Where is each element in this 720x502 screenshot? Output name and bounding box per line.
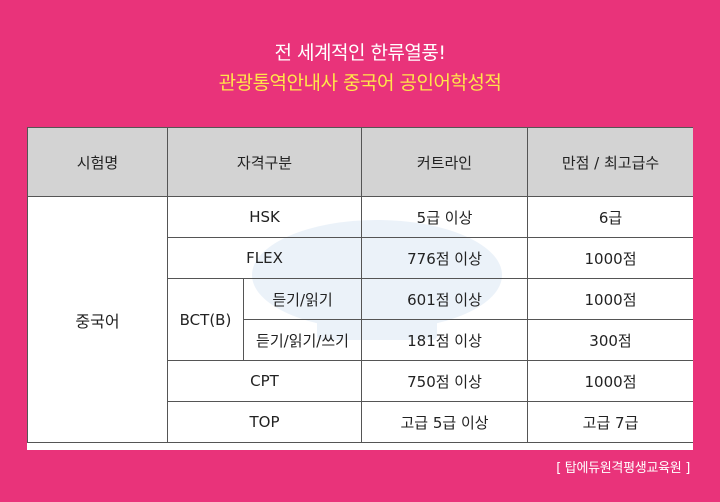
header-qualification-type: 자격구분 xyxy=(166,127,363,197)
table-header-row: 시험명 자격구분 커트라인 만점 / 최고급수 xyxy=(27,127,693,197)
cutline-cell: 776점 이상 xyxy=(361,237,529,279)
exam-language-cell: 중국어 xyxy=(27,196,168,443)
subheadline: 관광통역안내사 중국어 공인어학성적 xyxy=(218,72,502,94)
max-score-cell: 300점 xyxy=(527,319,693,361)
header-exam-name: 시험명 xyxy=(27,127,168,197)
table-row: TOP 고급 5급 이상 고급 7급 xyxy=(28,401,693,443)
max-score-cell: 6급 xyxy=(527,196,693,238)
max-score-cell: 고급 7급 xyxy=(527,401,693,443)
certification-table-container: 시험명 자격구분 커트라인 만점 / 최고급수 중국어 HSK 5급 이상 6급… xyxy=(27,127,693,450)
cutline-cell: 750점 이상 xyxy=(361,360,529,402)
cutline-cell: 181점 이상 xyxy=(361,319,529,361)
max-score-cell: 1000점 xyxy=(527,278,693,320)
qualification-cell: TOP xyxy=(166,401,363,443)
qualification-cell: CPT xyxy=(166,360,363,402)
table-row: 중국어 HSK 5급 이상 6급 xyxy=(27,196,693,443)
header-max-score: 만점 / 최고급수 xyxy=(527,127,693,197)
cutline-cell: 5급 이상 xyxy=(361,196,529,238)
table-row: BCT(B) 듣기/읽기 601점 이상 1000점 xyxy=(28,278,693,361)
table-row: 듣기/읽기/쓰기 181점 이상 300점 xyxy=(28,319,693,361)
header-cutline: 커트라인 xyxy=(361,127,529,197)
qualification-cell: HSK xyxy=(166,196,363,238)
max-score-cell: 1000점 xyxy=(527,237,693,279)
qualification-cell: BCT(B) xyxy=(167,278,244,361)
table-row: FLEX 776점 이상 1000점 xyxy=(28,237,693,279)
cutline-cell: 601점 이상 xyxy=(361,278,529,320)
qualification-cell: FLEX xyxy=(166,237,363,279)
sub-qualification-cell: 듣기/읽기 xyxy=(242,278,363,320)
max-score-cell: 1000점 xyxy=(527,360,693,402)
certification-table: 시험명 자격구분 커트라인 만점 / 최고급수 중국어 HSK 5급 이상 6급… xyxy=(27,127,693,443)
headline: 전 세계적인 한류열풍! xyxy=(274,42,446,64)
source-caption: [ 탑에듀원격평생교육원 ] xyxy=(556,461,690,476)
sub-qualification-cell: 듣기/읽기/쓰기 xyxy=(242,319,363,361)
cutline-cell: 고급 5급 이상 xyxy=(361,401,529,443)
